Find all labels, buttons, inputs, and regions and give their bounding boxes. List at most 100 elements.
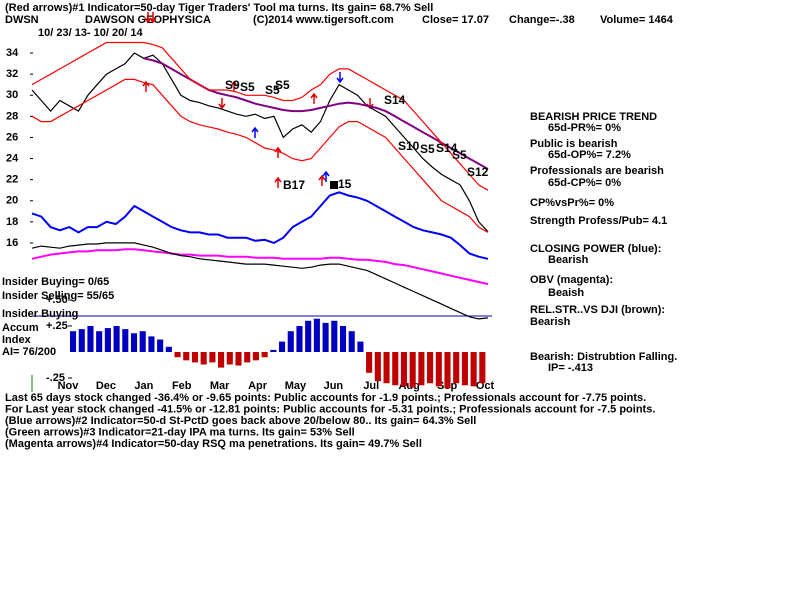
footer-line: (Green arrows)#3 Indicator=21-day IPA ma… [5,426,355,438]
accum-bar [252,352,259,361]
left-note: Accum [2,322,39,334]
accum-bar [479,352,486,384]
annotation: S5 [275,78,290,92]
annotation: S5 [420,142,435,156]
accum-bar [296,326,303,352]
accum-bar [157,339,164,352]
x-tick-label: Jul [363,380,379,392]
accum-bar [366,352,373,373]
accum-bar [392,352,399,386]
volume: Volume= 1464 [600,14,674,26]
x-tick-label: Apr [248,380,268,392]
accum-bar [331,320,338,352]
side-note: Professionals are bearish [530,165,664,177]
date-range: 10/ 23/ 13- 10/ 20/ 14 [38,27,143,39]
symbol: DWSN [5,14,39,26]
side-note: Bearish: Distrubtion Falling. [530,351,677,363]
side-note: Bearish [530,316,571,328]
indicator-line: (Red arrows)#1 Indicator=50-day Tiger Tr… [5,2,433,14]
x-tick-label: Jun [324,380,344,392]
accum-bar [78,329,85,352]
side-note: CP%vsPr%= 0% [530,197,614,209]
side-note: Beaish [548,287,584,299]
side-note: 65d-PR%= 0% [548,122,621,134]
x-tick-label: Jan [134,380,153,392]
x-tick-label: Dec [96,380,116,392]
y-tick-label: 18 [6,216,18,228]
annotation: 15 [338,177,352,191]
copyright: (C)2014 www.tigersoft.com [253,14,394,26]
accum-bar [87,326,94,352]
accum-bar [470,352,477,387]
accum-bar [122,329,129,352]
accum-bar [418,352,425,386]
accum-bar [104,328,111,352]
footer-line: For Last year stock changed -41.5% or -1… [5,403,655,415]
y-tick-label: -.25 [46,372,65,384]
accum-bar [96,331,103,352]
accum-bar [244,352,251,363]
accum-bar [322,322,329,352]
marker [330,181,338,189]
side-note: BEARISH PRICE TREND [530,111,657,123]
side-note: 65d-CP%= 0% [548,177,621,189]
accum-bar [200,352,207,365]
accum-bar [348,331,355,352]
accum-bar [305,320,312,352]
y-tick-label: +.25 [46,320,68,332]
y-tick-label: 34 [6,47,19,59]
accum-bar [218,352,225,368]
footer-line: Last 65 days stock changed -36.4% or -9.… [5,392,646,404]
y-tick-label: 22 [6,174,18,186]
annotation: S14 [436,141,458,155]
arrow [142,80,326,188]
accum-bar [287,331,294,352]
accum-bar [209,352,216,363]
accum-bar [453,352,460,384]
series-line [31,52,489,233]
y-tick-label: 28 [6,110,18,122]
side-note: CLOSING POWER (blue): [530,243,661,255]
y-tick-label: 20 [6,195,18,207]
annotation: S9 [225,78,240,92]
accum-bar [165,346,172,352]
left-note: AI= 76/200 [2,346,56,358]
y-tick-label: 32 [6,68,18,80]
arrow [336,72,344,84]
side-note: 65d-OP%= 7.2% [548,149,631,161]
side-note: Bearish [548,254,589,266]
accum-bar [113,326,120,352]
annotation: S5 [452,148,467,162]
accum-bar [139,331,146,352]
annotation: S5 [240,80,255,94]
side-note: OBV (magenta): [530,274,613,286]
side-note: IP= -.413 [548,362,593,374]
y-tick-label: 16 [6,237,18,249]
annotation: S12 [467,165,489,179]
left-note: Insider Buying [2,308,78,320]
left-note: Index [2,334,32,346]
y-tick-label: 26 [6,131,18,143]
series-line [31,242,489,320]
x-tick-label: Mar [210,380,230,392]
y-tick-label: +.50 [46,294,68,306]
side-note: REL.STR..VS DJI (brown): [530,304,665,316]
accum-bar [339,326,347,352]
signal-arrows [142,12,374,188]
accum-bar [235,352,242,366]
footer-line: (Magenta arrows)#4 Indicator=50-day RSQ … [5,438,422,450]
x-tick-label: May [285,380,307,392]
series-line [31,41,489,191]
accum-bar [183,352,190,361]
annotation: S5 [265,83,280,97]
left-note: Insider Selling= 55/65 [2,290,114,302]
left-note: Insider Buying= 0/65 [2,276,109,288]
accum-bar [174,352,181,358]
side-note: Strength Profess/Pub= 4.1 [530,215,667,227]
accum-bar [226,352,233,365]
accum-bar [270,349,277,352]
accum-bar [191,352,199,363]
accum-bar [148,336,155,352]
